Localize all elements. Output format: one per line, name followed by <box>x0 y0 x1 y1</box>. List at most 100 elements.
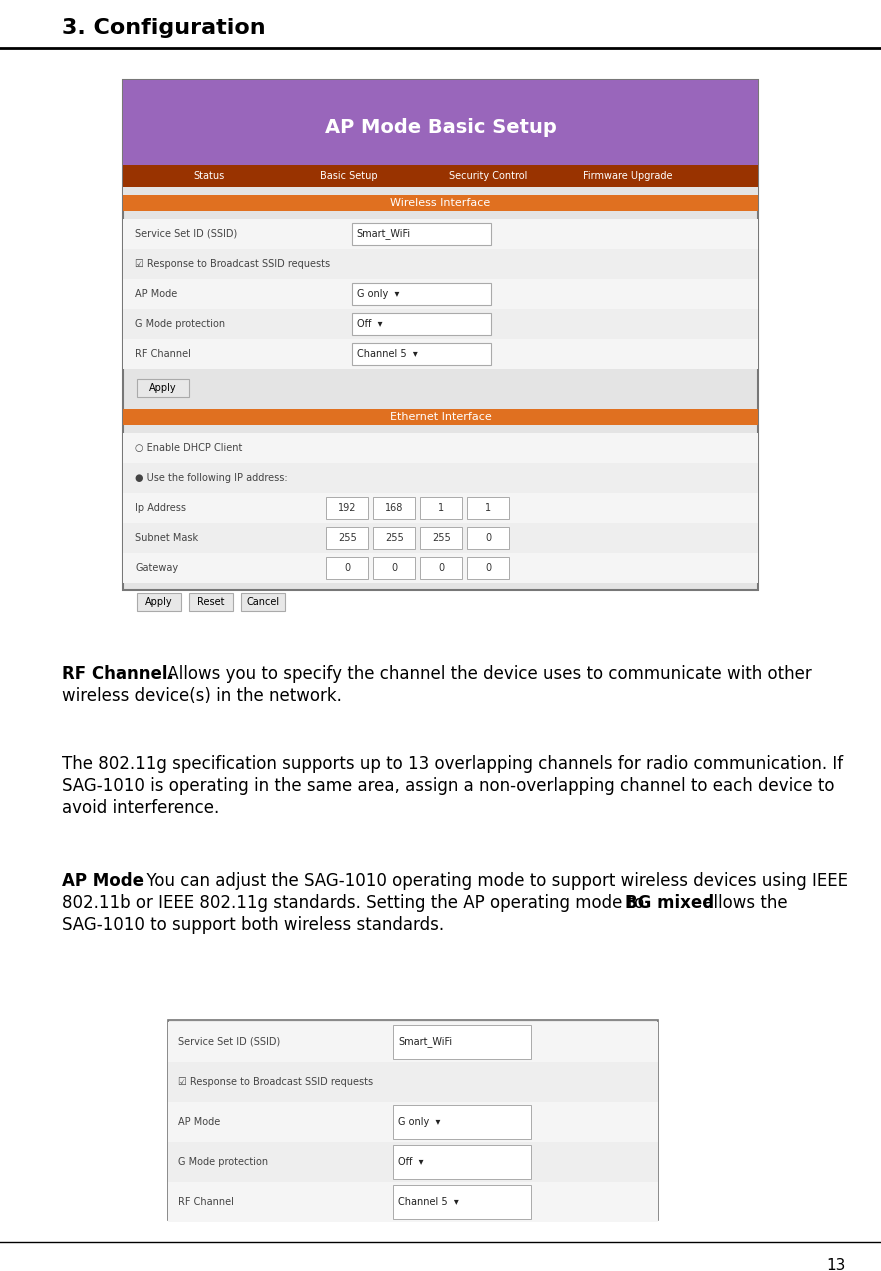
Bar <box>352 313 492 336</box>
Text: Subnet Mask: Subnet Mask <box>135 533 198 543</box>
Bar <box>420 527 463 549</box>
Text: Off  ▾: Off ▾ <box>357 319 382 329</box>
Text: Wireless Interface: Wireless Interface <box>390 198 491 208</box>
Text: G Mode protection: G Mode protection <box>178 1157 268 1167</box>
Text: SAG-1010 is operating in the same area, assign a non-overlapping channel to each: SAG-1010 is operating in the same area, … <box>62 777 834 794</box>
Text: SAG-1010 to support both wireless standards.: SAG-1010 to support both wireless standa… <box>62 916 444 934</box>
Text: . You can adjust the SAG-1010 operating mode to support wireless devices using I: . You can adjust the SAG-1010 operating … <box>136 872 848 890</box>
Text: Off  ▾: Off ▾ <box>398 1157 424 1167</box>
Bar <box>168 1022 658 1063</box>
Text: AP Mode: AP Mode <box>135 289 177 299</box>
Bar <box>394 1024 530 1059</box>
Text: 802.11b or IEEE 802.11g standards. Setting the AP operating mode to: 802.11b or IEEE 802.11g standards. Setti… <box>62 894 649 913</box>
Bar <box>326 557 368 580</box>
Bar <box>420 557 463 580</box>
Bar <box>123 522 758 553</box>
Bar <box>168 1021 658 1220</box>
Text: Reset: Reset <box>197 597 225 608</box>
Bar <box>168 1182 658 1221</box>
Text: Channel 5  ▾: Channel 5 ▾ <box>357 350 418 358</box>
Text: 3. Configuration: 3. Configuration <box>62 18 266 38</box>
Text: Smart_WiFi: Smart_WiFi <box>357 229 411 239</box>
Text: 0: 0 <box>344 563 351 573</box>
Bar <box>326 497 368 519</box>
Text: ● Use the following IP address:: ● Use the following IP address: <box>135 473 287 483</box>
Text: Ethernet Interface: Ethernet Interface <box>389 412 492 422</box>
Text: 255: 255 <box>385 533 403 543</box>
Text: 168: 168 <box>385 503 403 513</box>
Text: Gateway: Gateway <box>135 563 178 573</box>
Bar <box>374 557 415 580</box>
Text: 1: 1 <box>438 503 444 513</box>
Bar <box>137 594 181 611</box>
Bar <box>352 283 492 305</box>
Bar <box>467 527 509 549</box>
Bar <box>123 249 758 280</box>
Bar <box>123 80 758 165</box>
Text: AP Mode Basic Setup: AP Mode Basic Setup <box>324 118 557 137</box>
Text: Basic Setup: Basic Setup <box>320 172 377 180</box>
Bar <box>123 219 758 249</box>
Bar <box>394 1145 530 1179</box>
Text: Channel 5  ▾: Channel 5 ▾ <box>398 1197 459 1207</box>
Bar <box>241 594 285 611</box>
Bar <box>123 309 758 339</box>
Text: Apply: Apply <box>149 383 177 393</box>
Bar <box>123 553 758 583</box>
Text: 192: 192 <box>338 503 357 513</box>
Text: avoid interference.: avoid interference. <box>62 799 219 817</box>
Bar <box>123 339 758 369</box>
Bar <box>394 1104 530 1139</box>
Bar <box>123 80 758 590</box>
Text: 255: 255 <box>432 533 450 543</box>
Text: G Mode protection: G Mode protection <box>135 319 226 329</box>
Bar <box>123 433 758 463</box>
Text: Service Set ID (SSID): Service Set ID (SSID) <box>178 1037 280 1047</box>
Text: allows the: allows the <box>698 894 788 913</box>
Bar <box>123 194 758 211</box>
Text: Apply: Apply <box>145 597 173 608</box>
Bar <box>123 463 758 493</box>
Text: RF Channel: RF Channel <box>135 350 191 358</box>
Text: G only  ▾: G only ▾ <box>398 1117 440 1127</box>
Text: Ip Address: Ip Address <box>135 503 186 513</box>
Text: ○ Enable DHCP Client: ○ Enable DHCP Client <box>135 444 242 452</box>
Text: AP Mode: AP Mode <box>62 872 144 890</box>
Text: 13: 13 <box>826 1258 846 1271</box>
Text: Service Set ID (SSID): Service Set ID (SSID) <box>135 229 237 239</box>
Bar <box>352 343 492 365</box>
Text: ☑ Response to Broadcast SSID requests: ☑ Response to Broadcast SSID requests <box>135 259 330 269</box>
Text: 0: 0 <box>391 563 397 573</box>
Bar <box>123 165 758 187</box>
Text: 0: 0 <box>438 563 444 573</box>
Bar <box>467 557 509 580</box>
Text: ☑ Response to Broadcast SSID requests: ☑ Response to Broadcast SSID requests <box>178 1077 374 1087</box>
Text: Cancel: Cancel <box>247 597 279 608</box>
Text: G only  ▾: G only ▾ <box>357 289 399 299</box>
Text: wireless device(s) in the network.: wireless device(s) in the network. <box>62 688 342 705</box>
Text: BG mixed: BG mixed <box>625 894 714 913</box>
Text: 1: 1 <box>485 503 492 513</box>
Bar <box>123 409 758 425</box>
Bar <box>420 497 463 519</box>
Text: Status: Status <box>193 172 225 180</box>
Text: 0: 0 <box>485 533 492 543</box>
Text: 0: 0 <box>485 563 492 573</box>
Bar <box>394 1185 530 1219</box>
Text: The 802.11g specification supports up to 13 overlapping channels for radio commu: The 802.11g specification supports up to… <box>62 755 843 773</box>
Bar <box>467 497 509 519</box>
Text: RF Channel.: RF Channel. <box>62 665 174 683</box>
Text: Smart_WiFi: Smart_WiFi <box>398 1037 453 1047</box>
Text: Firmware Upgrade: Firmware Upgrade <box>583 172 672 180</box>
Bar <box>168 1143 658 1182</box>
Text: RF Channel: RF Channel <box>178 1197 233 1207</box>
Bar <box>352 222 492 245</box>
Text: AP Mode: AP Mode <box>178 1117 220 1127</box>
Bar <box>123 493 758 522</box>
Bar <box>189 594 233 611</box>
Bar <box>123 187 758 194</box>
Text: 255: 255 <box>337 533 357 543</box>
Bar <box>326 527 368 549</box>
Text: Allows you to specify the channel the device uses to communicate with other: Allows you to specify the channel the de… <box>162 665 811 683</box>
Bar <box>123 280 758 309</box>
